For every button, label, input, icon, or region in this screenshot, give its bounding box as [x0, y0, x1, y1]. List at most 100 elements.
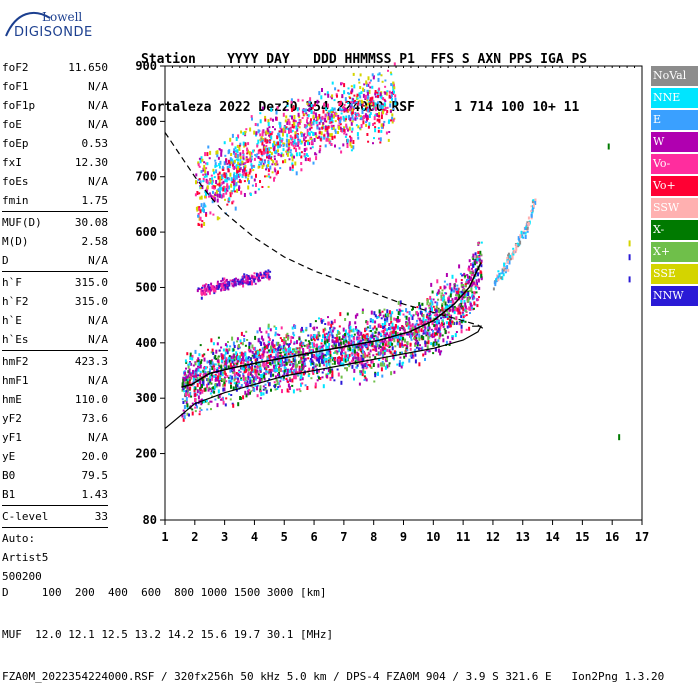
echo-point: [235, 175, 238, 180]
echo-point: [451, 337, 454, 340]
echo-point: [351, 108, 354, 112]
echo-point: [274, 356, 277, 361]
echo-point: [469, 289, 472, 292]
echo-point: [197, 360, 200, 363]
echo-point: [475, 291, 478, 294]
echo-point: [198, 206, 201, 210]
echo-point: [337, 356, 340, 359]
echo-point: [527, 216, 530, 220]
echo-point: [253, 368, 256, 373]
echo-point: [331, 81, 334, 85]
echo-point: [247, 174, 250, 177]
param-value: 315.0: [74, 295, 108, 308]
echo-point: [215, 377, 217, 381]
echo-point: [254, 335, 257, 340]
echo-point: [205, 283, 208, 286]
echo-point: [355, 101, 358, 103]
echo-point: [309, 360, 312, 363]
echo-point: [285, 361, 288, 366]
echo-point: [462, 284, 465, 287]
echo-point: [233, 151, 235, 153]
echo-point: [419, 310, 422, 315]
echo-point: [318, 127, 321, 131]
echo-point: [296, 340, 298, 345]
logo-line1: Lowell: [42, 10, 83, 24]
echo-point: [429, 295, 432, 300]
echo-point: [274, 388, 277, 391]
echo-point: [299, 342, 302, 345]
echo-point: [396, 332, 399, 335]
echo-point: [333, 352, 336, 354]
echo-point: [245, 330, 248, 333]
echo-point: [200, 203, 203, 208]
echo-point: [187, 370, 190, 374]
echo-point: [372, 142, 374, 145]
echo-point: [322, 328, 325, 333]
echo-point: [393, 331, 395, 334]
echo-point: [302, 109, 305, 111]
echo-point: [344, 355, 347, 360]
echo-point: [344, 333, 346, 336]
echo-point: [342, 115, 345, 120]
param-row: h`E N/A: [2, 311, 108, 330]
echo-point: [277, 351, 280, 354]
x-tick-label: 3: [221, 530, 228, 544]
echo-point: [303, 358, 306, 363]
echo-point: [384, 107, 387, 111]
echo-point: [219, 398, 222, 401]
echo-point: [285, 143, 288, 148]
echo-point: [229, 161, 232, 166]
echo-point: [327, 336, 330, 341]
echo-point: [342, 347, 345, 352]
echo-point: [245, 281, 248, 285]
echo-point: [321, 358, 323, 363]
echo-point: [206, 408, 209, 411]
echo-point: [350, 85, 353, 88]
echo-point: [438, 319, 440, 324]
echo-point: [325, 107, 328, 111]
echo-point: [426, 301, 429, 306]
x-tick-label: 7: [340, 530, 347, 544]
echo-point: [233, 148, 236, 152]
echo-point: [224, 188, 227, 193]
echo-point: [424, 319, 427, 321]
echo-point: [369, 325, 372, 329]
param-label: foE: [2, 118, 22, 131]
echo-point: [392, 107, 395, 110]
y-tick-label: 700: [135, 170, 157, 184]
echo-point: [347, 346, 349, 350]
echo-point: [428, 332, 431, 337]
echo-point: [414, 353, 417, 357]
echo-point: [437, 330, 440, 333]
echo-point: [324, 113, 327, 118]
echo-point: [292, 331, 295, 335]
echo-point: [266, 153, 269, 157]
echo-point: [308, 367, 311, 372]
echo-point: [430, 328, 433, 331]
echo-point: [205, 162, 207, 165]
echo-point: [322, 354, 325, 359]
echo-point: [436, 314, 439, 317]
echo-point: [273, 167, 276, 171]
echo-point: [424, 344, 427, 347]
echo-point: [277, 141, 280, 146]
echo-point: [193, 375, 196, 379]
echo-point: [470, 304, 473, 307]
echo-point: [303, 344, 306, 347]
echo-point: [349, 325, 352, 330]
echo-point: [282, 132, 284, 137]
echo-point: [315, 153, 318, 156]
echo-point: [227, 168, 230, 173]
echo-point: [278, 154, 281, 157]
echo-point: [388, 90, 391, 94]
echo-point: [273, 155, 276, 158]
echo-point: [426, 345, 429, 350]
echo-point: [246, 386, 249, 390]
echo-point: [362, 108, 365, 111]
legend-item: SSW: [651, 198, 698, 218]
echo-point: [223, 356, 226, 360]
echo-point: [182, 409, 185, 412]
echo-point: [406, 311, 409, 314]
echo-point: [292, 105, 295, 110]
echo-point: [367, 83, 370, 87]
